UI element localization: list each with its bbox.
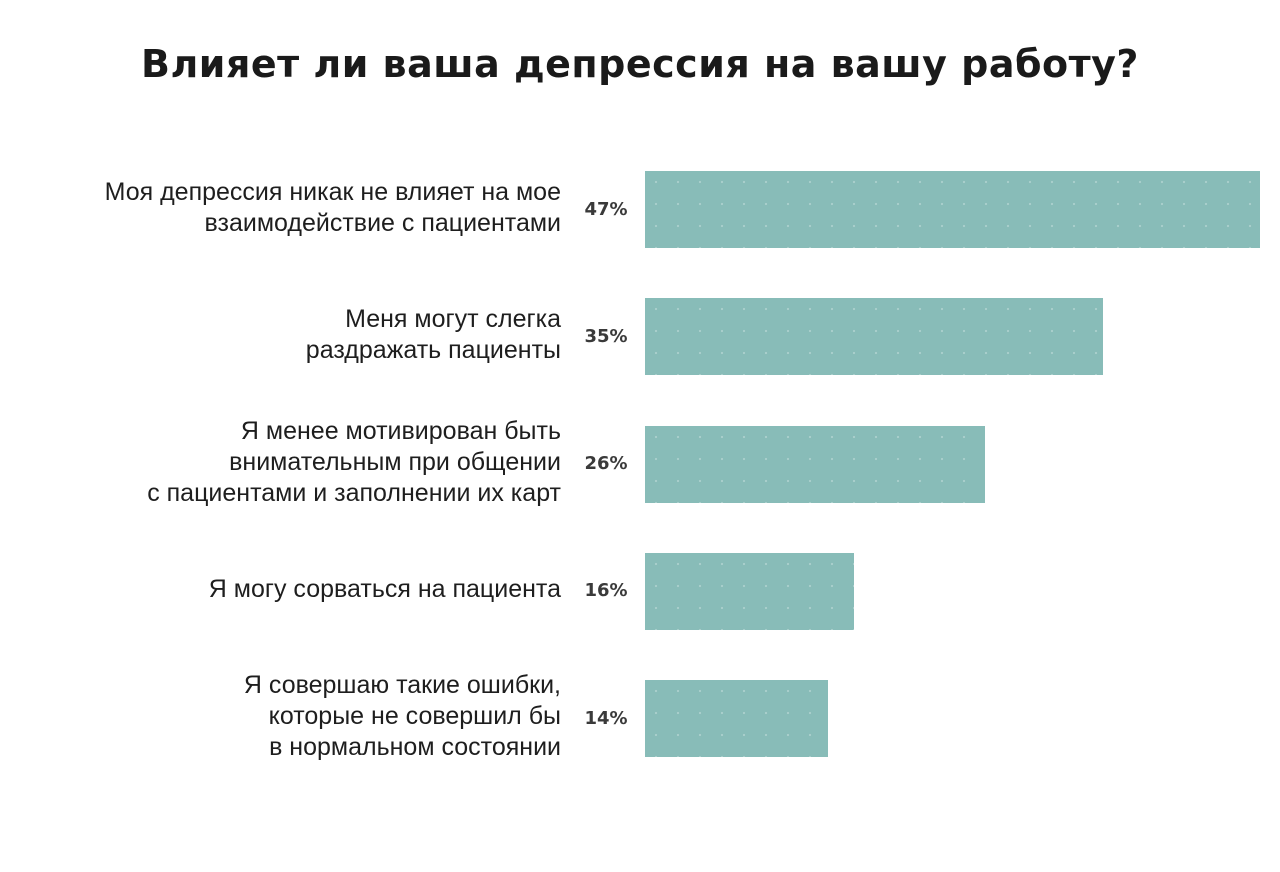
bar-2: [645, 298, 1103, 376]
bar-4: [645, 552, 854, 630]
value-label-5: 14%: [584, 707, 628, 729]
bar-1: [645, 171, 1260, 248]
category-label-2: Меня могут слегка раздражать пациенты: [305, 304, 561, 364]
bar-3: [645, 425, 985, 503]
value-label-3: 26%: [584, 453, 628, 474]
value-label-1: 47%: [584, 198, 628, 220]
category-label-5: Я совершаю такие ошибки, которые не сове…: [243, 671, 561, 761]
category-label-1: Моя депрессия никак не влияет на мое вза…: [104, 177, 561, 237]
chart-title: Влияет ли ваша депрессия на вашу работу?: [141, 42, 1139, 86]
category-label-4: Я могу сорваться на пациента: [208, 574, 561, 603]
bar-5: [645, 680, 828, 757]
value-label-4: 16%: [584, 580, 628, 602]
value-label-2: 35%: [584, 325, 628, 347]
category-label-3: Я менее мотивирован быть внимательным пр…: [147, 416, 561, 507]
